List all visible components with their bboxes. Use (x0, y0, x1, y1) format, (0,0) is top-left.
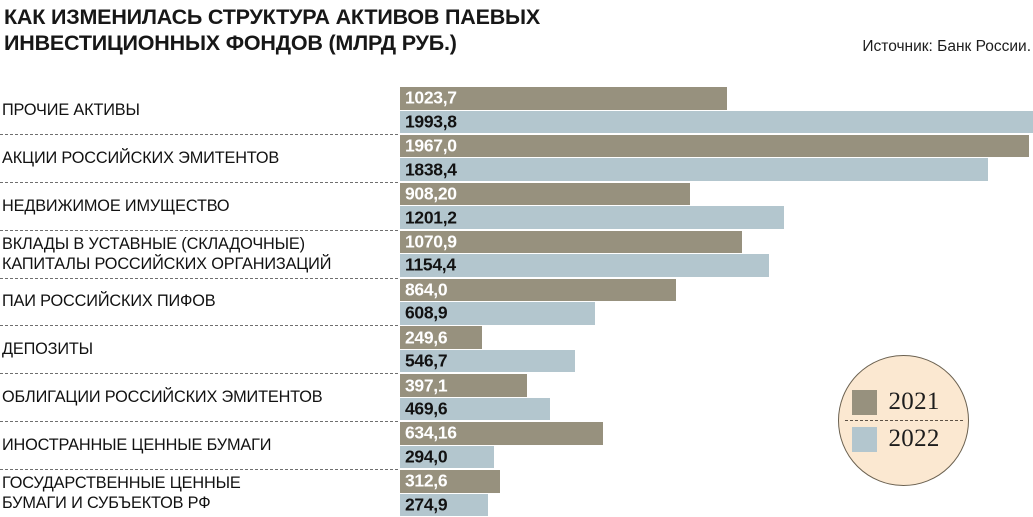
row-separator (0, 325, 398, 327)
bar-2021: 864,0 (400, 278, 677, 302)
row-separator (0, 229, 398, 231)
row-separator (0, 373, 398, 375)
legend-swatch-2021 (851, 389, 877, 415)
bar-2021: 908,20 (400, 182, 691, 206)
bar-2021: 249,6 (400, 326, 482, 349)
chart-row: ОБЛИГАЦИИ РОССИЙСКИХ ЭМИТЕНТОВ 397,1 469,6 (0, 373, 1033, 421)
bar-value-label: 397,1 (405, 375, 448, 396)
bar-group: 634,16 294,0 (400, 421, 1033, 469)
chart-row: ДЕПОЗИТЫ 249,6 546,7 (0, 325, 1033, 373)
bar-chart-plot: ПРОЧИЕ АКТИВЫ 1023,7 1993,8 АКЦИИ РОССИЙСКИ… (0, 86, 1033, 517)
chart-row: АКЦИИ РОССИЙСКИХ ЭМИТЕНТОВ 1967,0 1838,4 (0, 133, 1033, 182)
chart-row: ПРОЧИЕ АКТИВЫ 1023,7 1993,8 (0, 86, 1033, 134)
page-title: КАК ИЗМЕНИЛАСЬ СТРУКТУРА АКТИВОВ ПАЕВЫХ … (4, 5, 541, 55)
legend-separator (844, 420, 963, 421)
row-separator (0, 181, 398, 183)
category-label: ПАИ РОССИЙСКИХ ПИФОВ (2, 292, 216, 311)
bar-2022: 294,0 (400, 445, 494, 469)
bar-group: 249,6 546,7 (400, 325, 1033, 373)
bar-2022: 1201,2 (400, 206, 784, 229)
source-note: Источник: Банк России. (862, 38, 1031, 55)
row-separator (0, 133, 398, 135)
bar-value-label: 1201,2 (405, 207, 457, 228)
legend-label-2022: 2022 (888, 425, 940, 452)
bar-value-label: 312,6 (405, 470, 448, 491)
bar-2022: 1993,8 (400, 110, 1033, 133)
bar-value-label: 546,7 (405, 350, 448, 371)
bar-2022: 274,9 (400, 493, 488, 517)
legend-swatch-2022 (851, 426, 877, 452)
bar-value-label: 908,20 (405, 183, 457, 204)
bar-group: 1023,7 1993,8 (400, 86, 1033, 134)
legend-item-2022: 2022 (851, 421, 956, 457)
row-separator (0, 469, 398, 471)
bar-value-label: 294,0 (405, 446, 448, 467)
bar-group: 397,1 469,6 (400, 373, 1033, 421)
legend-item-2021: 2021 (851, 384, 956, 420)
category-label: ВКЛАДЫ В УСТАВНЫЕ (СКЛАДОЧНЫЕ) КАПИТАЛЫ … (2, 234, 332, 273)
bar-group: 1967,0 1838,4 (400, 134, 1033, 182)
bar-2022: 1154,4 (400, 254, 769, 277)
chart-row: ПАИ РОССИЙСКИХ ПИФОВ 864,0 608,9 (0, 277, 1033, 326)
chart-header: КАК ИЗМЕНИЛАСЬ СТРУКТУРА АКТИВОВ ПАЕВЫХ … (0, 0, 1033, 82)
bar-2021: 1023,7 (400, 87, 728, 110)
chart-legend: 2021 2022 (838, 355, 969, 486)
chart-row: НЕДВИЖИМОЕ ИМУЩЕСТВО 908,20 1201,2 (0, 181, 1033, 230)
bar-2021: 634,16 (400, 422, 603, 445)
chart-row: ВКЛАДЫ В УСТАВНЫЕ (СКЛАДОЧНЫЕ) КАПИТАЛЫ … (0, 229, 1033, 278)
category-label: ИНОСТРАННЫЕ ЦЕННЫЕ БУМАГИ (2, 436, 272, 455)
category-label: ОБЛИГАЦИИ РОССИЙСКИХ ЭМИТЕНТОВ (2, 388, 323, 407)
category-label: ДЕПОЗИТЫ (2, 340, 93, 359)
bar-2021: 397,1 (400, 374, 527, 397)
bar-value-label: 249,6 (405, 327, 448, 348)
bar-2021: 312,6 (400, 470, 500, 493)
bar-group: 908,20 1201,2 (400, 182, 1033, 230)
bar-value-label: 1838,4 (405, 159, 457, 180)
bar-group: 312,6 274,9 (400, 469, 1033, 517)
bar-value-label: 1967,0 (405, 135, 457, 156)
bar-value-label: 608,9 (405, 302, 448, 323)
bar-2022: 1838,4 (400, 158, 988, 181)
bar-group: 864,0 608,9 (400, 278, 1033, 326)
row-separator (0, 421, 398, 423)
bar-value-label: 469,6 (405, 398, 448, 419)
bar-2022: 469,6 (400, 397, 551, 421)
bar-value-label: 634,16 (405, 422, 457, 443)
bar-group: 1070,9 1154,4 (400, 230, 1033, 278)
bar-2021: 1070,9 (400, 230, 743, 254)
legend-label-2021: 2021 (888, 388, 940, 415)
bar-2021: 1967,0 (400, 134, 1029, 158)
bar-value-label: 274,9 (405, 494, 448, 515)
category-label: НЕДВИЖИМОЕ ИМУЩЕСТВО (2, 196, 230, 215)
bar-2022: 608,9 (400, 302, 595, 325)
bar-value-label: 1993,8 (405, 111, 457, 132)
chart-row: ИНОСТРАННЫЕ ЦЕННЫЕ БУМАГИ 634,16 294,0 (0, 421, 1033, 469)
bar-value-label: 1154,4 (405, 254, 456, 275)
category-label: АКЦИИ РОССИЙСКИХ ЭМИТЕНТОВ (2, 148, 280, 167)
category-label: ПРОЧИЕ АКТИВЫ (2, 100, 140, 119)
bar-value-label: 1023,7 (405, 87, 457, 108)
chart-row: ГОСУДАРСТВЕННЫЕ ЦЕННЫЕ БУМАГИ И СУБЪЕКТО… (0, 469, 1033, 517)
bar-2022: 546,7 (400, 349, 575, 373)
bar-value-label: 864,0 (405, 279, 448, 300)
bar-value-label: 1070,9 (405, 231, 457, 252)
row-separator (0, 277, 398, 279)
category-label: ГОСУДАРСТВЕННЫЕ ЦЕННЫЕ БУМАГИ И СУБЪЕКТО… (2, 474, 241, 513)
